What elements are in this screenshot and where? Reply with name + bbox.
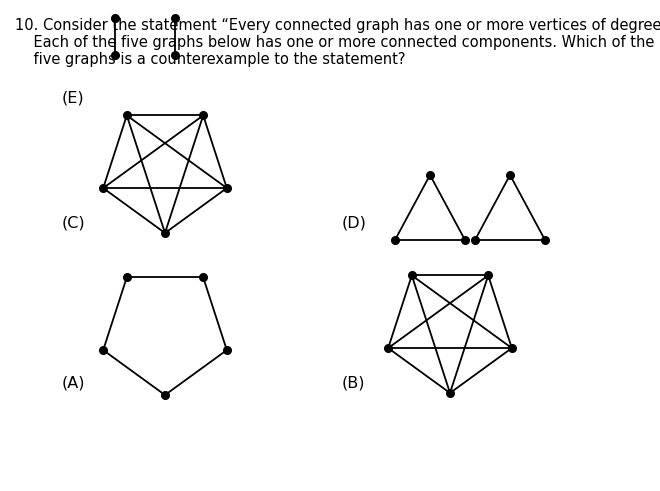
Text: (E): (E) — [62, 90, 84, 105]
Text: (D): (D) — [342, 215, 367, 230]
Text: Each of the five graphs below has one or more connected components. Which of the: Each of the five graphs below has one or… — [15, 35, 654, 50]
Text: (C): (C) — [62, 215, 86, 230]
Text: 10. Consider the statement “Every connected graph has one or more vertices of de: 10. Consider the statement “Every connec… — [15, 18, 660, 33]
Text: (A): (A) — [62, 375, 86, 390]
Text: (B): (B) — [342, 375, 366, 390]
Text: five graphs is a counterexample to the statement?: five graphs is a counterexample to the s… — [15, 52, 405, 67]
